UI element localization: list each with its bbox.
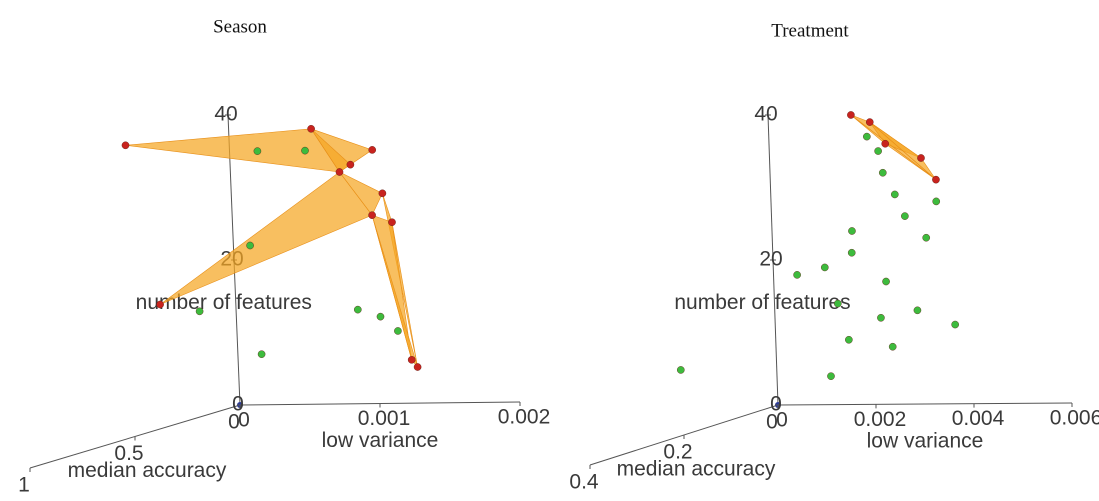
point — [376, 312, 385, 321]
point — [368, 146, 377, 154]
point — [394, 327, 402, 335]
z-axis-title: number of features — [674, 291, 850, 314]
point — [827, 372, 835, 380]
point — [881, 139, 890, 148]
point — [368, 211, 376, 219]
z-tick-label: 20 — [759, 248, 782, 271]
x-tick-label: 0.002 — [498, 406, 551, 429]
point — [932, 175, 940, 184]
point — [378, 189, 387, 198]
point — [253, 147, 262, 155]
y-axis-title: median accuracy — [617, 458, 776, 481]
point — [951, 320, 959, 329]
front-surface — [869, 121, 937, 180]
point — [848, 227, 856, 235]
z-tick-label: 40 — [214, 103, 237, 126]
point — [820, 263, 829, 272]
point — [913, 306, 922, 315]
front-surface — [850, 114, 937, 180]
front-surface — [159, 171, 373, 305]
point — [388, 218, 396, 227]
point — [865, 118, 874, 126]
point — [834, 299, 842, 308]
point — [121, 141, 130, 150]
point — [878, 168, 887, 177]
y-axis-title: median accuracy — [68, 459, 227, 482]
z-tick-label: 0 — [770, 393, 782, 416]
x-axis-title: low variance — [322, 429, 439, 452]
x-tick-label: 0 — [776, 409, 788, 432]
x-tick-label: 0 — [238, 409, 250, 432]
point — [922, 233, 931, 242]
y-tick-label: 0 — [228, 411, 240, 434]
point — [845, 335, 853, 344]
y-tick-label: 0 — [766, 411, 778, 434]
point — [891, 190, 899, 199]
x-tick-label: 0.002 — [854, 408, 907, 431]
front-surface — [339, 171, 383, 216]
point — [156, 300, 164, 309]
y-tick-label: 1 — [18, 474, 30, 497]
x-tick-label: 0.004 — [952, 407, 1005, 430]
y-tick-label: 0.2 — [663, 441, 692, 464]
point — [677, 366, 685, 374]
y-tick-label: 0.4 — [569, 471, 599, 494]
x-tick-label: 0.006 — [1050, 407, 1099, 430]
x-tick-label: 0.001 — [358, 407, 411, 430]
point — [874, 147, 882, 155]
point — [335, 168, 344, 176]
point — [257, 350, 266, 358]
chart-title: Season — [213, 16, 267, 37]
point — [932, 197, 941, 206]
front-surface — [310, 128, 351, 173]
axis-line — [777, 402, 1073, 406]
point — [195, 307, 204, 316]
y-tick-label: 0.5 — [114, 442, 143, 465]
x-axis-title: low variance — [867, 430, 984, 453]
z-tick-label: 0 — [232, 393, 244, 416]
z-tick-label: 40 — [754, 103, 777, 126]
point — [847, 248, 856, 257]
point — [301, 146, 309, 155]
z-axis-title: number of features — [136, 291, 312, 314]
point — [917, 154, 925, 162]
point — [888, 342, 897, 351]
point — [307, 125, 315, 133]
chart-title: Treatment — [771, 20, 849, 41]
point — [877, 314, 885, 322]
front-surface — [371, 215, 418, 368]
point — [793, 271, 801, 279]
point — [882, 277, 890, 286]
point — [847, 111, 855, 119]
point — [863, 132, 871, 141]
point — [413, 363, 422, 371]
point — [346, 160, 355, 169]
point — [407, 356, 416, 364]
point — [901, 212, 909, 220]
point — [353, 305, 362, 314]
point — [246, 241, 254, 250]
